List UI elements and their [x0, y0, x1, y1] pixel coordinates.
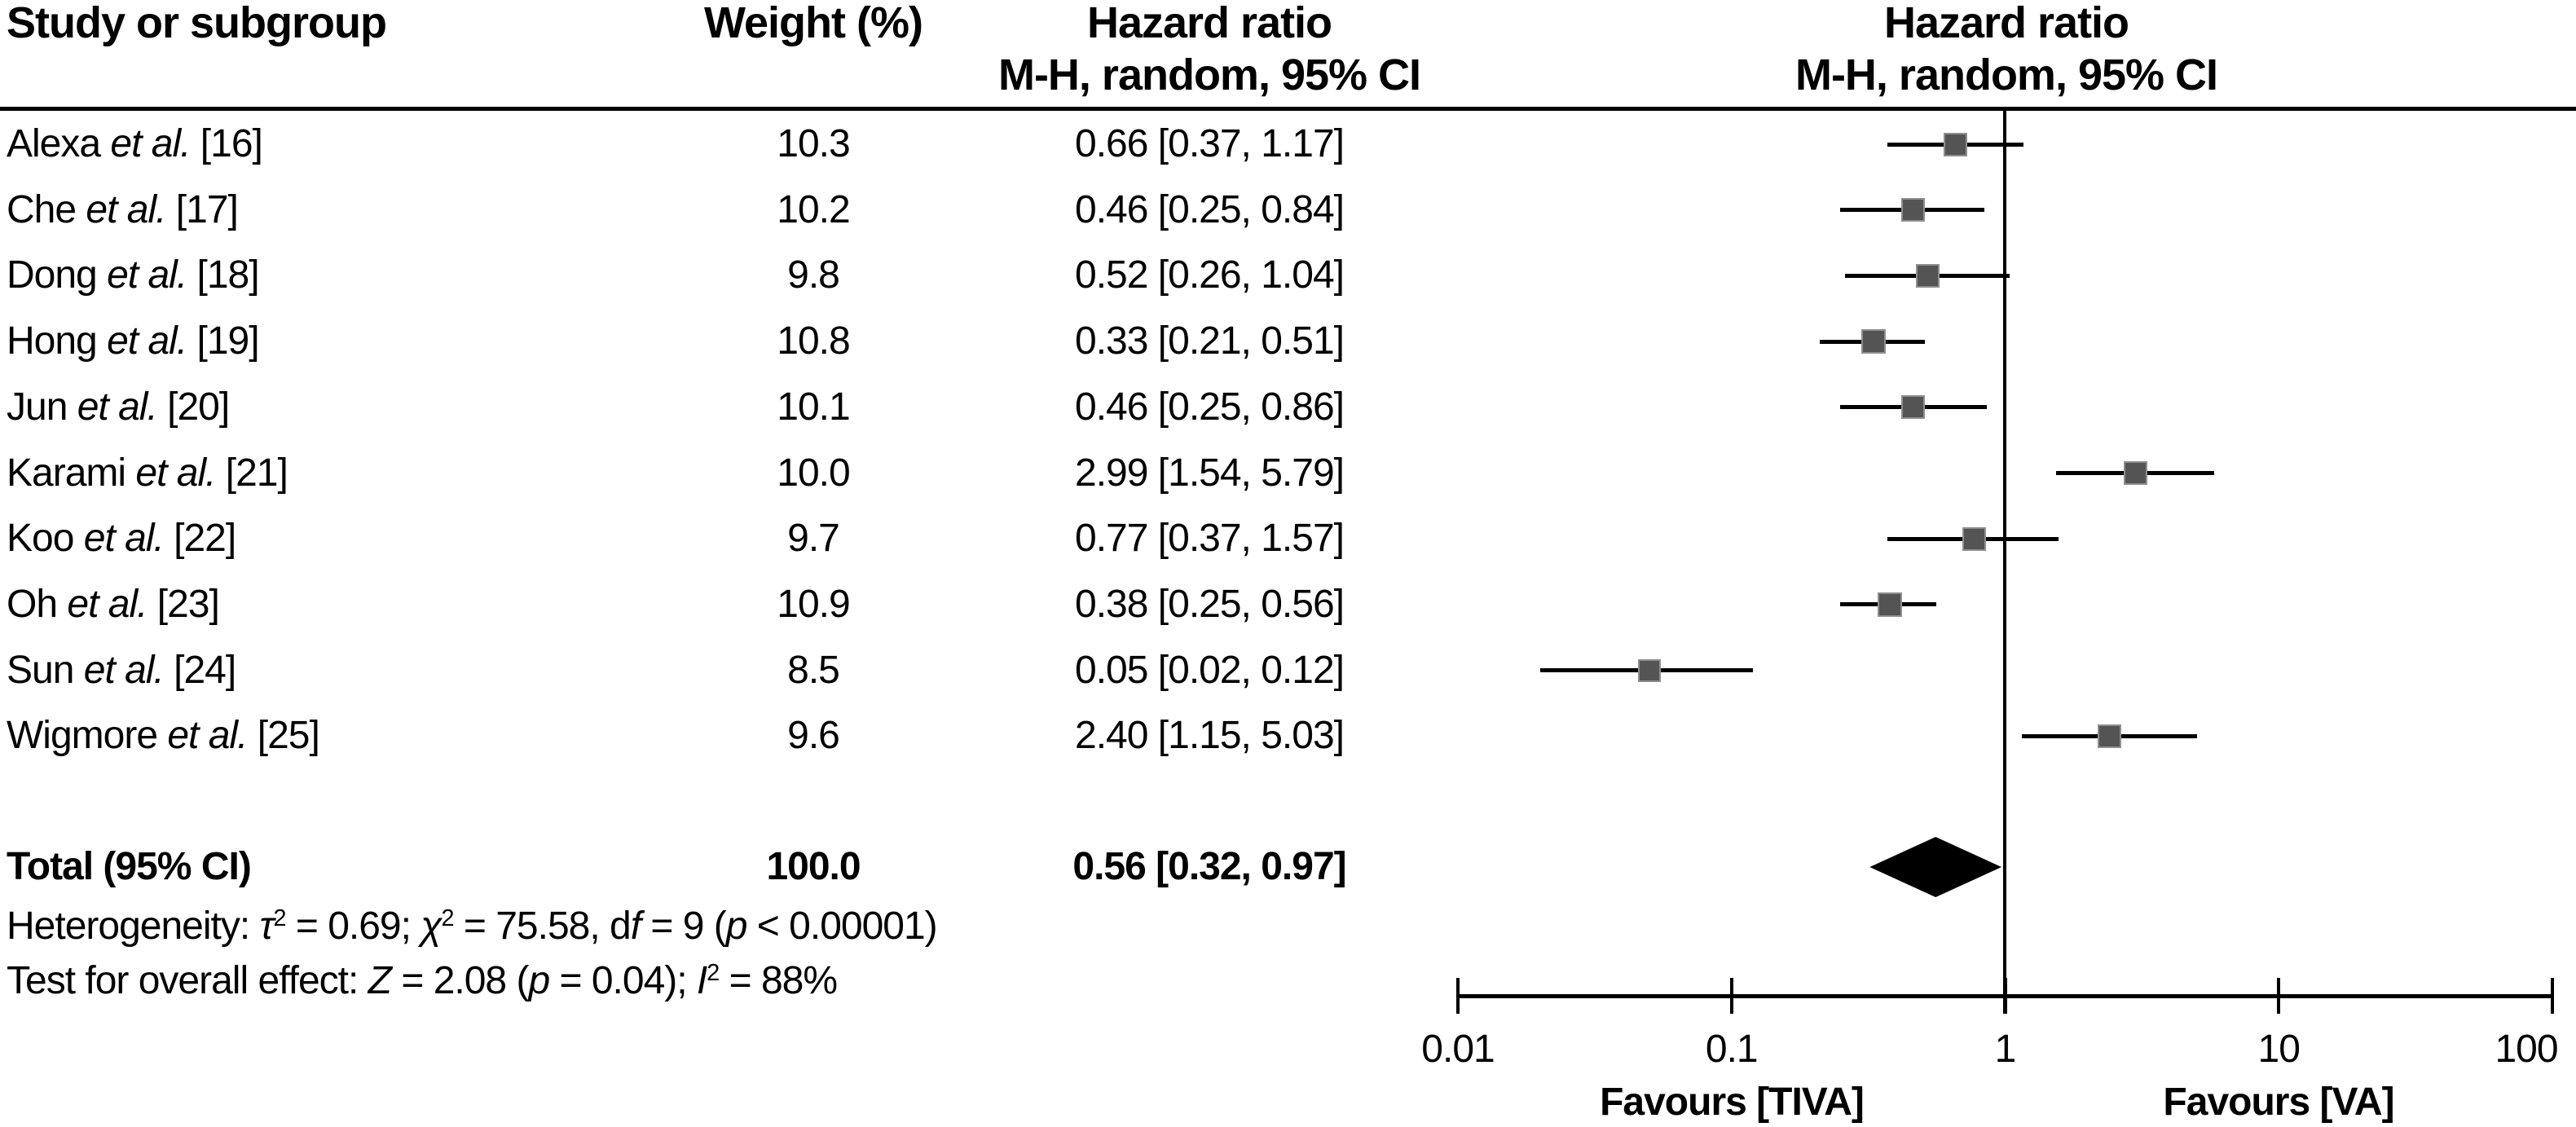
study-hr-ci-text: 0.33 [0.21, 0.51] — [1075, 319, 1345, 363]
study-label: Dong et al. [18] — [7, 253, 260, 297]
hr-marker — [1915, 263, 1940, 288]
study-hr-ci-text: 2.99 [1.54, 5.79] — [1075, 451, 1345, 495]
col-header-study: Study or subgroup — [7, 0, 387, 47]
no-effect-line — [2003, 108, 2006, 1014]
header-rule — [0, 107, 2576, 111]
x-axis-tick-label: 0.1 — [1705, 1028, 1759, 1071]
x-axis-tick — [2551, 978, 2554, 1014]
hr-marker — [1900, 198, 1925, 222]
study-label: Karami et al. [21] — [7, 451, 288, 495]
hr-marker — [1860, 329, 1886, 354]
study-label: Koo et al. [22] — [7, 517, 236, 561]
study-weight: 9.8 — [787, 253, 840, 297]
study-weight: 9.6 — [787, 714, 840, 758]
study-hr-ci-text: 2.40 [1.15, 5.03] — [1075, 714, 1345, 758]
study-label: Wigmore et al. [25] — [7, 714, 320, 758]
x-axis-tick-label: 100 — [2495, 1028, 2558, 1071]
summary-diamond — [1869, 837, 2002, 897]
heterogeneity-text: Heterogeneity: τ2 = 0.69; χ2 = 75.58, df… — [7, 905, 938, 948]
study-hr-ci-text: 0.77 [0.37, 1.57] — [1075, 517, 1345, 561]
x-axis-tick-label: 1 — [1994, 1028, 2017, 1071]
study-weight: 9.7 — [787, 517, 840, 561]
hr-marker — [2123, 461, 2147, 485]
study-weight: 10.1 — [777, 385, 850, 429]
study-hr-ci-text: 0.46 [0.25, 0.84] — [1075, 187, 1345, 231]
col-header-hr-text-line2: M-H, random, 95% CI — [997, 51, 1421, 99]
study-weight: 10.8 — [777, 319, 850, 363]
col-header-weight: Weight (%) — [704, 0, 923, 47]
study-hr-ci-text: 0.46 [0.25, 0.86] — [1075, 385, 1345, 429]
study-weight: 10.9 — [777, 582, 850, 626]
study-label: Che et al. [17] — [7, 187, 239, 231]
favours-tiva-label: Favours [TIVA] — [1600, 1081, 1865, 1124]
x-axis-tick-label: 0.01 — [1421, 1028, 1495, 1071]
hr-marker — [1962, 526, 1986, 551]
study-hr-ci-text: 0.05 [0.02, 0.12] — [1075, 648, 1345, 692]
hr-marker — [1944, 132, 1968, 156]
x-axis-tick — [2277, 978, 2281, 1014]
overall-effect-text: Test for overall effect: Z = 2.08 (p = 0… — [7, 959, 838, 1002]
study-hr-ci-text: 0.52 [0.26, 1.04] — [1075, 253, 1345, 297]
x-axis-tick — [1456, 978, 1460, 1014]
study-label: Hong et al. [19] — [7, 319, 260, 363]
col-header-hr-text-line1: Hazard ratio — [1086, 0, 1332, 47]
study-weight: 10.3 — [777, 122, 850, 165]
hr-marker — [1637, 658, 1661, 682]
col-header-hr-plot-line2: M-H, random, 95% CI — [1794, 51, 2218, 99]
study-weight: 10.2 — [777, 187, 850, 231]
study-weight: 10.0 — [777, 451, 850, 495]
hr-marker — [2097, 724, 2121, 748]
study-label: Sun et al. [24] — [7, 648, 236, 692]
x-axis-tick — [1729, 978, 1733, 1014]
study-hr-ci-text: 0.66 [0.37, 1.17] — [1075, 122, 1345, 165]
x-axis-tick-label: 10 — [2257, 1028, 2301, 1071]
study-label: Alexa et al. [16] — [7, 122, 263, 165]
total-label: Total (95% CI) — [7, 845, 252, 888]
x-axis-tick — [2003, 978, 2007, 1014]
hr-marker — [1900, 395, 1925, 420]
total-hr-ci-text: 0.56 [0.32, 0.97] — [1072, 845, 1346, 888]
hr-marker — [1878, 592, 1903, 617]
study-label: Oh et al. [23] — [7, 582, 220, 626]
study-hr-ci-text: 0.38 [0.25, 0.56] — [1075, 582, 1345, 626]
study-label: Jun et al. [20] — [7, 385, 230, 429]
study-weight: 8.5 — [787, 648, 840, 692]
total-weight: 100.0 — [766, 845, 861, 888]
favours-va-label: Favours [VA] — [2163, 1081, 2394, 1124]
col-header-hr-plot-line1: Hazard ratio — [1883, 0, 2129, 47]
